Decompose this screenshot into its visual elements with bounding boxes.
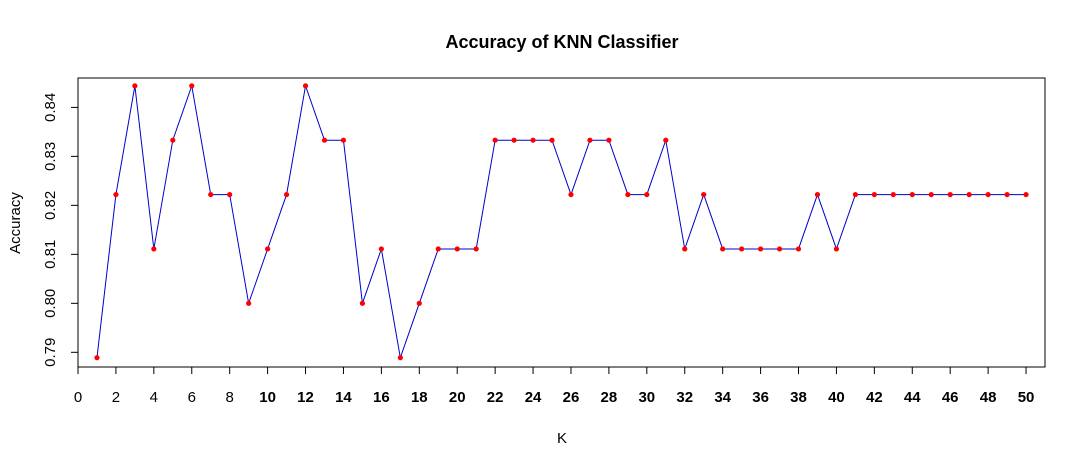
data-point — [739, 246, 745, 252]
data-point — [644, 191, 650, 198]
x-tick-label: 44 — [904, 389, 921, 406]
y-tick-label: 0.84 — [42, 93, 59, 122]
chart-title: Accuracy of KNN Classifier — [445, 32, 678, 52]
x-axis-label: K — [557, 430, 567, 447]
data-point — [378, 246, 384, 252]
data-point — [587, 137, 593, 143]
data-point — [833, 246, 840, 252]
plot-frame — [77, 77, 1046, 368]
x-tick-label: 38 — [790, 389, 807, 406]
x-tick-label: 40 — [828, 389, 845, 406]
x-tick-label: 18 — [411, 389, 428, 406]
data-point — [530, 137, 536, 143]
x-tick-label: 20 — [449, 389, 466, 406]
x-tick-label: 30 — [638, 389, 655, 406]
data-point — [359, 300, 366, 306]
y-tick-label: 0.80 — [42, 289, 59, 318]
data-point — [246, 300, 252, 306]
data-point — [151, 246, 157, 252]
x-tick-label: 50 — [1018, 389, 1035, 406]
accuracy-line — [96, 83, 1027, 360]
y-tick-label: 0.82 — [42, 191, 59, 220]
x-axis: 0 2 4 6 8 10 12 14 16 18 20 22 24 26 28 30 32 34 36 38 40 42 4… — [74, 366, 1035, 406]
data-point — [985, 191, 991, 198]
data-point — [189, 83, 195, 89]
x-tick-label: 34 — [714, 389, 731, 406]
data-point — [132, 83, 138, 89]
data-point — [682, 246, 688, 252]
data-point — [663, 137, 669, 143]
data-point — [814, 191, 821, 198]
x-tick-label: 4 — [150, 389, 158, 406]
data-point — [340, 137, 347, 143]
data-point — [720, 246, 726, 252]
y-tick-label: 0.81 — [42, 240, 59, 269]
data-point — [94, 355, 100, 361]
x-tick-label: 0 — [74, 389, 82, 406]
x-tick-label: 36 — [752, 389, 769, 406]
data-point — [265, 246, 271, 252]
data-point — [909, 191, 915, 198]
y-tick-label: 0.83 — [42, 142, 59, 171]
x-tick-label: 10 — [259, 389, 276, 406]
data-point — [283, 191, 290, 198]
data-point — [568, 191, 574, 198]
data-point — [473, 246, 479, 252]
data-point — [1023, 191, 1029, 198]
data-point — [625, 191, 631, 198]
data-point — [757, 246, 764, 252]
x-tick-label: 22 — [487, 389, 504, 406]
data-point — [549, 137, 555, 143]
x-tick-label: 42 — [866, 389, 883, 406]
x-tick-label: 8 — [226, 389, 234, 406]
data-point — [170, 137, 176, 143]
x-tick-label: 26 — [563, 389, 580, 406]
x-tick-label: 14 — [335, 389, 352, 406]
x-tick-label: 28 — [601, 389, 618, 406]
x-tick-label: 46 — [942, 389, 959, 406]
data-point — [454, 246, 460, 252]
data-point — [606, 137, 612, 143]
data-point — [227, 191, 233, 198]
y-tick-label: 0.79 — [42, 338, 59, 367]
x-tick-label: 12 — [297, 389, 314, 406]
y-axis-label: Accuracy — [7, 192, 24, 254]
x-tick-label: 2 — [112, 389, 120, 406]
x-tick-label: 24 — [525, 389, 542, 406]
x-tick-label: 32 — [676, 389, 693, 406]
y-axis: 0.79 0.80 0.81 0.82 0.83 0.84 — [42, 93, 79, 367]
data-point — [416, 300, 422, 306]
data-point — [435, 246, 441, 252]
data-point — [928, 191, 934, 198]
series-layer — [94, 83, 1029, 361]
data-point — [1004, 191, 1010, 198]
data-point — [947, 191, 953, 198]
x-tick-label: 6 — [188, 389, 196, 406]
data-point — [852, 191, 858, 198]
data-point — [890, 191, 896, 198]
data-point — [113, 191, 119, 198]
data-point — [397, 355, 403, 361]
data-point — [302, 83, 309, 89]
data-point — [795, 246, 802, 252]
data-point — [511, 137, 517, 143]
data-point — [966, 191, 972, 198]
data-point — [701, 191, 707, 198]
data-point — [492, 137, 498, 143]
x-tick-label: 16 — [373, 389, 390, 406]
data-point — [321, 137, 328, 143]
data-point — [871, 191, 877, 198]
x-tick-label: 48 — [980, 389, 997, 406]
data-point — [208, 191, 214, 198]
data-point — [776, 246, 783, 252]
